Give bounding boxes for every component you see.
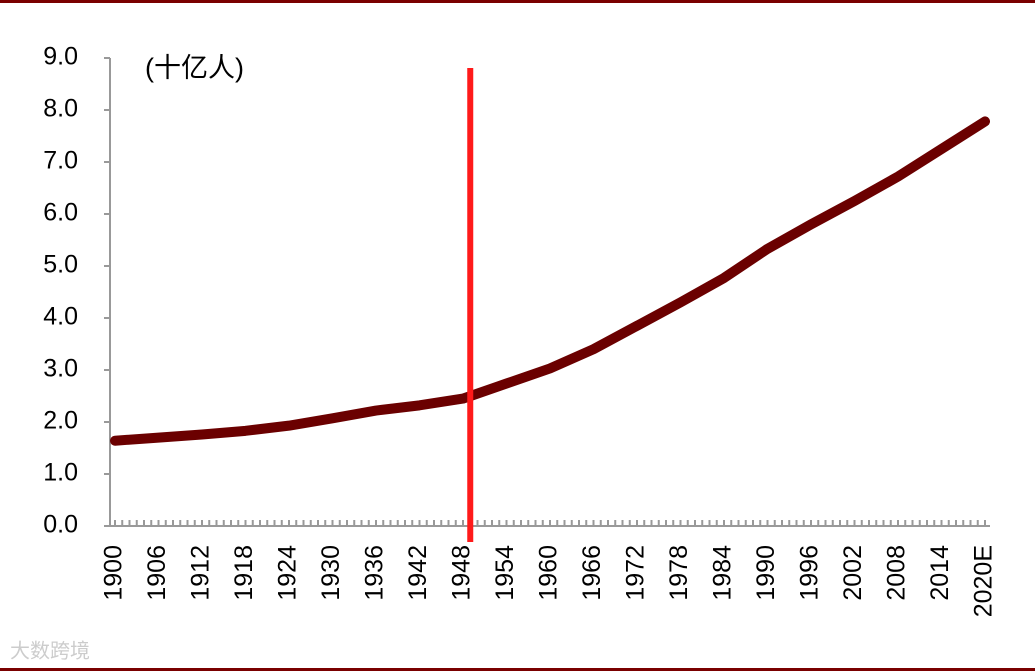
- bottom-border: [0, 668, 1035, 671]
- x-tick-label: 1966: [578, 545, 606, 601]
- top-border: [0, 0, 1035, 3]
- watermark: 大数跨境: [10, 639, 90, 662]
- x-tick-label: 1924: [274, 545, 302, 601]
- x-tick-label: 1930: [317, 545, 345, 601]
- x-tick-label: 1990: [752, 545, 780, 601]
- x-tick-label: 1942: [404, 545, 432, 601]
- y-tick-label: 9.0: [43, 43, 78, 71]
- y-tick-label: 3.0: [43, 355, 78, 383]
- x-tick-label: 2008: [883, 545, 911, 601]
- x-tick-label: 2002: [839, 545, 867, 601]
- x-tick-label: 1978: [665, 545, 693, 601]
- x-tick-label: 1900: [100, 545, 128, 601]
- y-tick-label: 0.0: [43, 511, 78, 539]
- x-tick-label: 1936: [361, 545, 389, 601]
- unit-label: (十亿人): [145, 53, 244, 83]
- x-tick-label: 1972: [622, 545, 650, 601]
- y-tick-label: 7.0: [43, 147, 78, 175]
- y-tick-label: 1.0: [43, 459, 78, 487]
- x-tick-label: 1984: [709, 545, 737, 601]
- x-tick-label: 1948: [448, 545, 476, 601]
- x-tick-label: 1906: [143, 545, 171, 601]
- x-tick-label: 1954: [491, 545, 519, 601]
- x-tick-label: 2020E: [970, 545, 998, 617]
- x-tick-label: 1996: [796, 545, 824, 601]
- x-tick-label: 1912: [187, 545, 215, 601]
- x-tick-label: 2014: [926, 545, 954, 601]
- y-tick-label: 6.0: [43, 199, 78, 227]
- y-tick-label: 2.0: [43, 407, 78, 435]
- x-tick-label: 1960: [535, 545, 563, 601]
- y-tick-label: 4.0: [43, 303, 78, 331]
- x-tick-label: 1918: [230, 545, 258, 601]
- y-tick-label: 8.0: [43, 95, 78, 123]
- y-tick-label: 5.0: [43, 251, 78, 279]
- data-line: [110, 116, 990, 446]
